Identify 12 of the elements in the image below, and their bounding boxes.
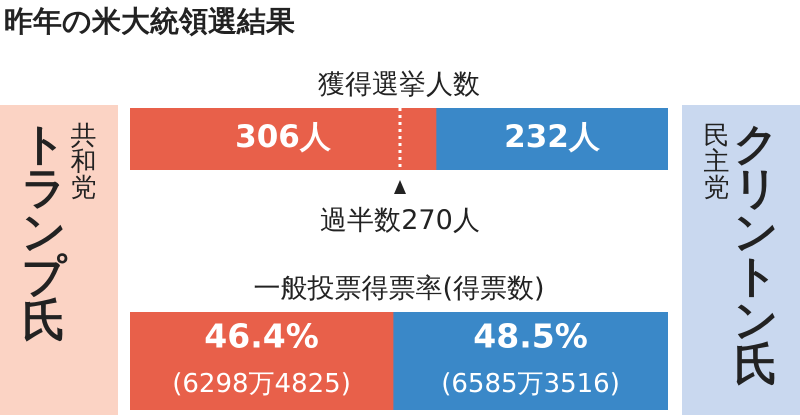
chart-title: 一般投票得票率(得票数) bbox=[252, 272, 546, 306]
ref-line-label: 過半数270人 bbox=[320, 205, 480, 236]
series-label: クリントン氏 bbox=[734, 119, 778, 392]
chart-subtitle: 獲得選挙人数 bbox=[317, 68, 481, 102]
text: 民主党 bbox=[704, 121, 730, 205]
data-label: 306人 bbox=[235, 119, 332, 156]
data-label: 232人 bbox=[504, 119, 601, 156]
series-label: トランプ氏 bbox=[22, 119, 66, 348]
data-label: 48.5% (6585万3516) bbox=[441, 316, 620, 399]
text: 共和党 bbox=[70, 121, 96, 205]
chart-title: 昨年の米大統領選結果 bbox=[4, 3, 295, 40]
data-label: 46.4% (6298万4825) bbox=[172, 316, 351, 399]
